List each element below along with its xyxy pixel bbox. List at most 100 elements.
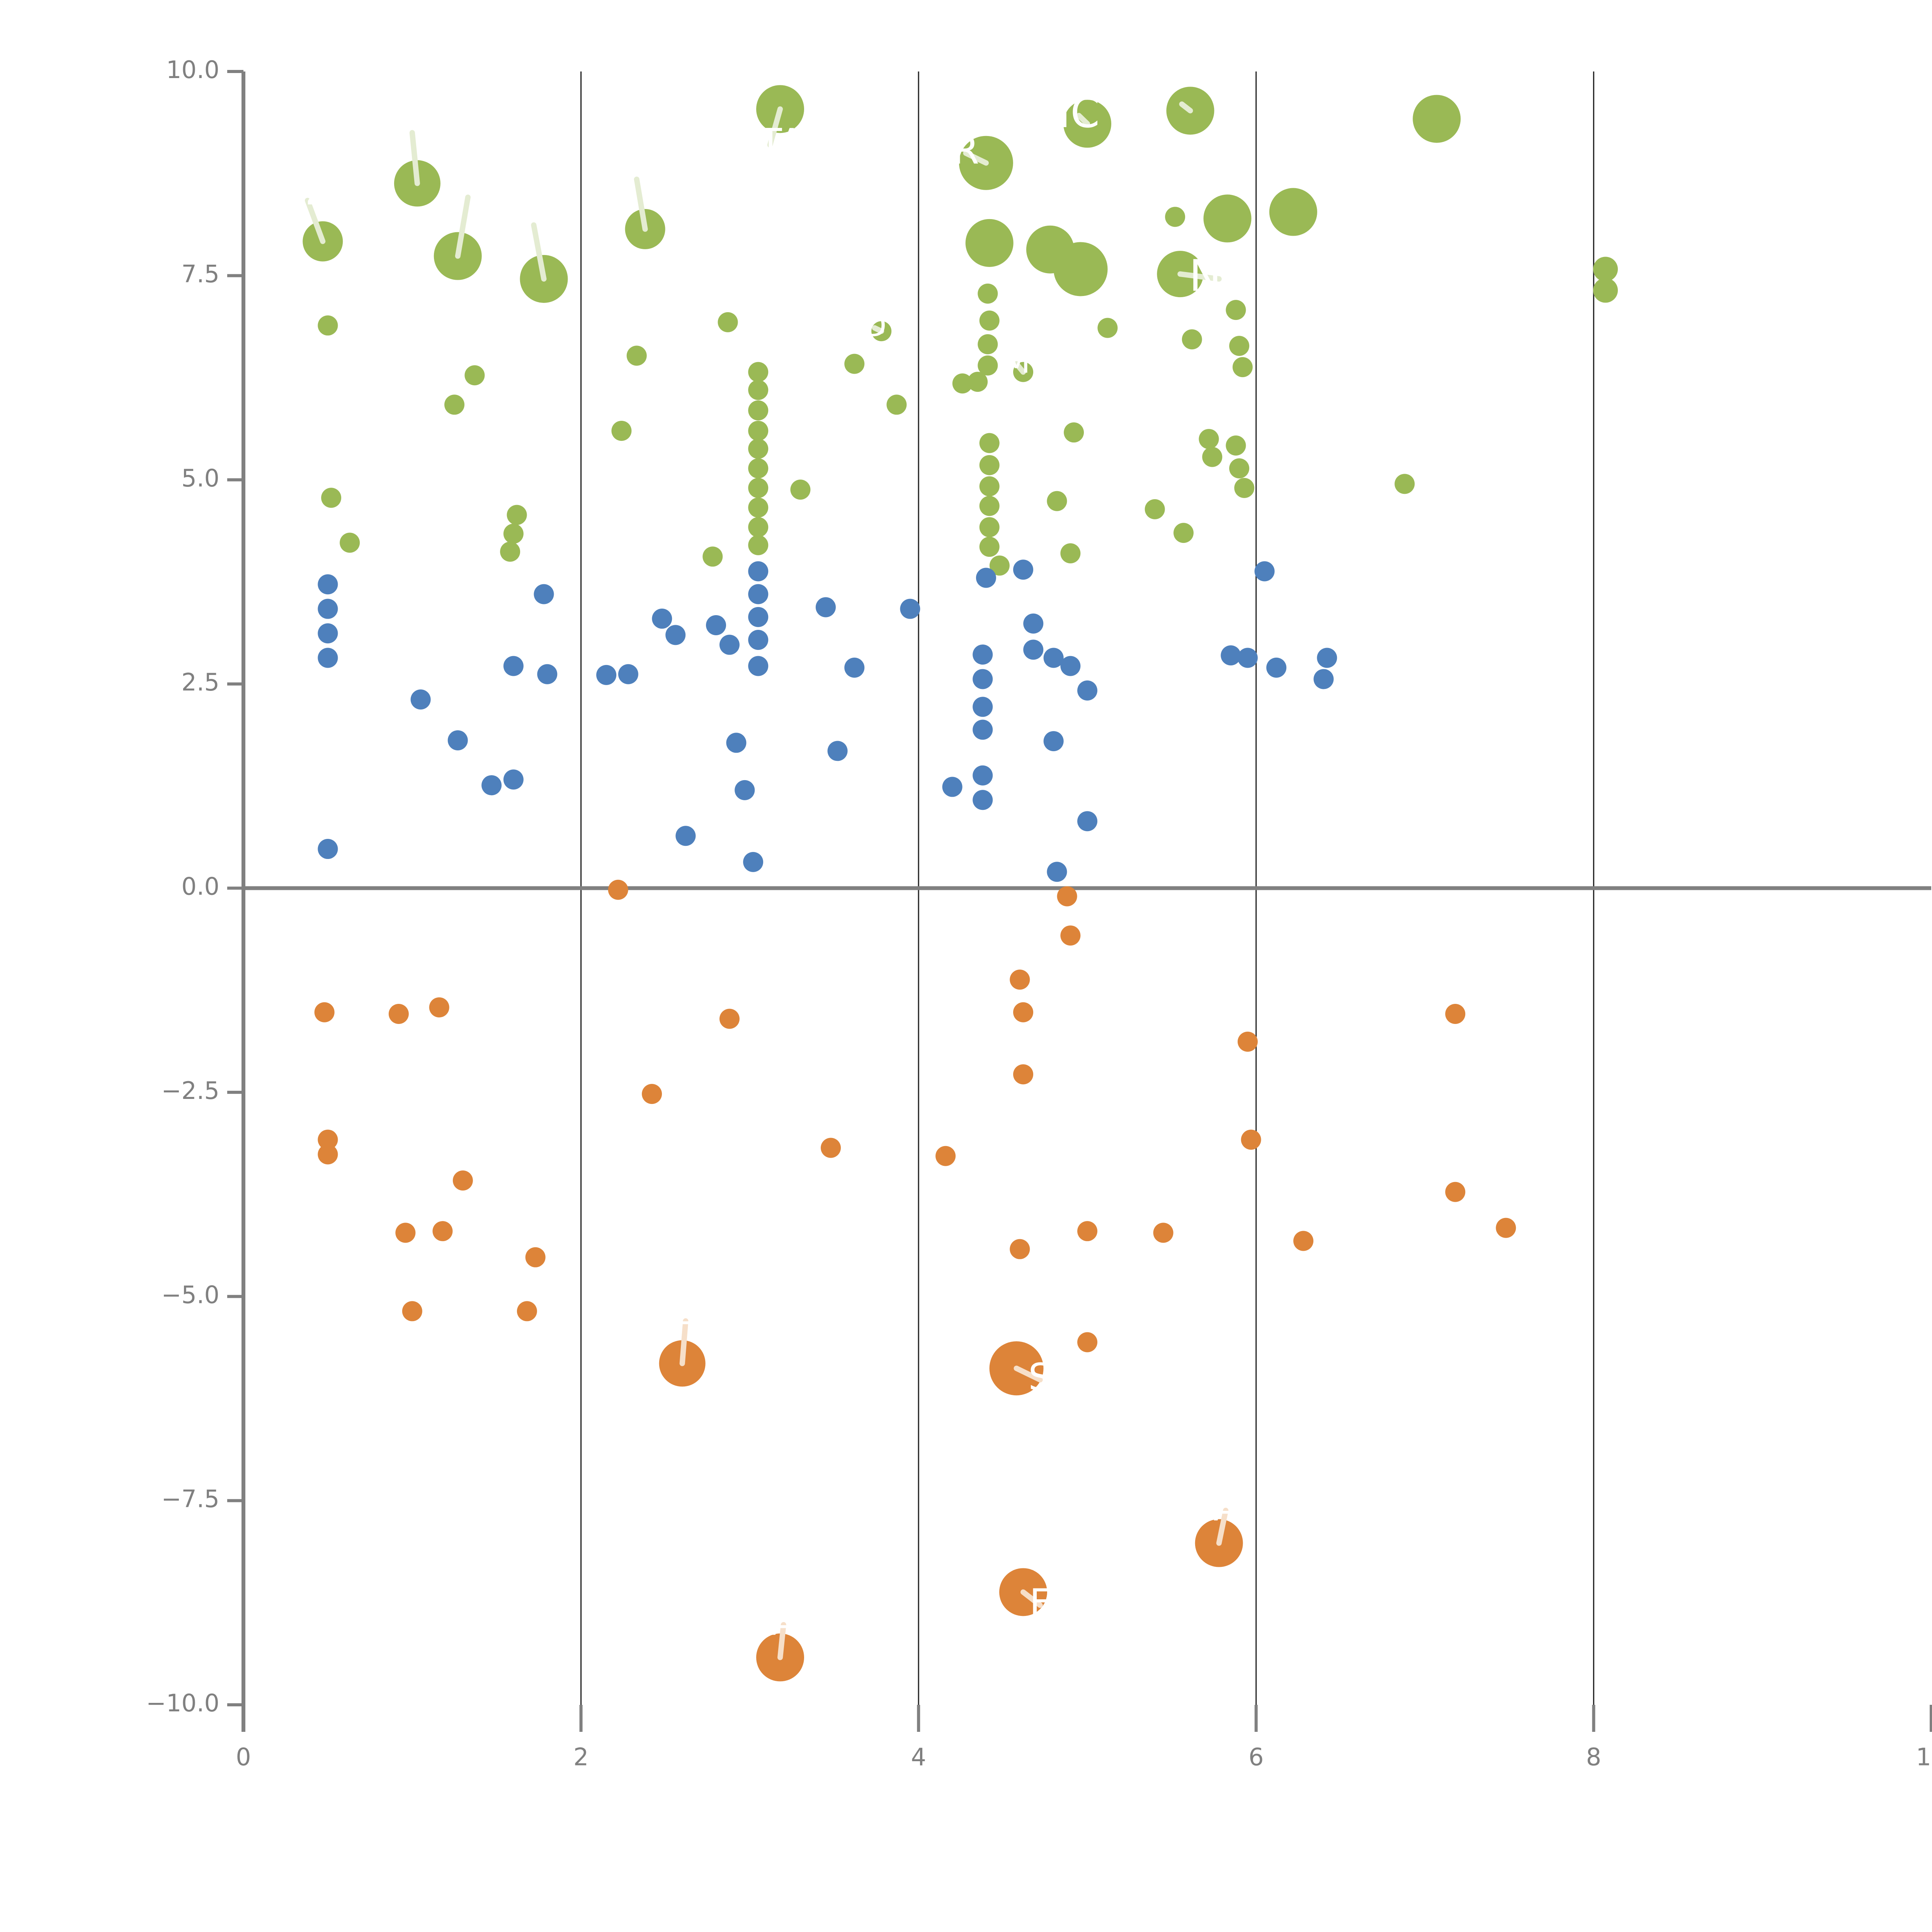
data-point-green[interactable] xyxy=(1593,257,1618,282)
data-point-orange[interactable] xyxy=(1445,1003,1466,1024)
data-point-green[interactable] xyxy=(1060,543,1081,563)
data-point-green[interactable] xyxy=(979,476,1000,497)
data-point-blue[interactable] xyxy=(318,648,338,668)
data-point-green[interactable] xyxy=(790,480,811,500)
data-point-blue[interactable] xyxy=(973,669,993,689)
data-point-blue[interactable] xyxy=(1023,613,1044,634)
data-point-green[interactable] xyxy=(1064,422,1084,443)
data-point-blue[interactable] xyxy=(318,839,338,859)
data-point-green[interactable] xyxy=(503,524,524,544)
data-point-green[interactable] xyxy=(1202,447,1223,467)
data-point-orange[interactable] xyxy=(318,1144,338,1165)
data-point-blue[interactable] xyxy=(481,775,502,796)
data-point-blue[interactable] xyxy=(534,584,554,604)
data-point-blue[interactable] xyxy=(748,629,769,650)
data-point-orange[interactable] xyxy=(1010,969,1030,990)
data-point-blue[interactable] xyxy=(447,730,468,750)
data-point-green[interactable] xyxy=(1413,95,1461,143)
data-point-blue[interactable] xyxy=(410,689,431,710)
data-point-blue[interactable] xyxy=(1060,656,1081,676)
data-point-blue[interactable] xyxy=(1237,648,1258,668)
data-point-blue[interactable] xyxy=(318,599,338,619)
data-point-blue[interactable] xyxy=(675,826,696,846)
data-point-green[interactable] xyxy=(444,395,464,415)
data-point-green[interactable] xyxy=(748,497,769,518)
data-point-green[interactable] xyxy=(1203,194,1252,243)
data-point-orange[interactable] xyxy=(432,1221,453,1242)
data-point-green[interactable] xyxy=(1182,329,1202,350)
data-point-blue[interactable] xyxy=(844,657,865,678)
data-point-blue[interactable] xyxy=(748,561,769,582)
data-point-green[interactable] xyxy=(748,535,769,555)
data-point-blue[interactable] xyxy=(652,609,672,629)
data-point-green[interactable] xyxy=(1173,523,1194,543)
data-point-orange[interactable] xyxy=(1060,925,1081,946)
data-point-orange[interactable] xyxy=(314,1002,335,1022)
data-point-orange[interactable] xyxy=(642,1084,662,1104)
data-point-green[interactable] xyxy=(979,433,1000,453)
data-point-blue[interactable] xyxy=(1254,561,1275,582)
data-point-green[interactable] xyxy=(507,505,527,525)
data-point-green[interactable] xyxy=(464,365,485,386)
data-point-orange[interactable] xyxy=(608,879,628,900)
data-point-blue[interactable] xyxy=(815,597,836,617)
data-point-green[interactable] xyxy=(718,312,738,332)
data-point-blue[interactable] xyxy=(1317,648,1337,668)
data-point-green[interactable] xyxy=(1229,458,1250,479)
data-point-green[interactable] xyxy=(626,345,647,366)
data-point-orange[interactable] xyxy=(1010,1239,1030,1259)
data-point-orange[interactable] xyxy=(1496,1218,1516,1238)
data-point-orange[interactable] xyxy=(402,1301,422,1321)
data-point-blue[interactable] xyxy=(973,790,993,810)
data-point-orange[interactable] xyxy=(388,1003,409,1024)
data-point-orange[interactable] xyxy=(1077,1332,1097,1352)
data-point-blue[interactable] xyxy=(719,634,740,655)
data-point-green[interactable] xyxy=(965,219,1014,267)
data-point-orange[interactable] xyxy=(429,997,449,1018)
data-point-orange[interactable] xyxy=(1013,1002,1034,1022)
data-point-blue[interactable] xyxy=(748,584,769,604)
data-point-green[interactable] xyxy=(1047,491,1067,511)
data-point-blue[interactable] xyxy=(1013,560,1034,580)
data-point-orange[interactable] xyxy=(452,1170,473,1191)
data-point-orange[interactable] xyxy=(1077,1221,1097,1242)
data-point-green[interactable] xyxy=(978,334,998,354)
data-point-blue[interactable] xyxy=(1043,648,1064,668)
data-point-green[interactable] xyxy=(978,283,998,304)
data-point-blue[interactable] xyxy=(1266,657,1287,678)
data-point-green[interactable] xyxy=(1232,357,1253,378)
data-point-orange[interactable] xyxy=(517,1301,537,1321)
data-point-blue[interactable] xyxy=(1077,811,1097,832)
data-point-green[interactable] xyxy=(1053,242,1108,296)
data-point-green[interactable] xyxy=(748,458,769,479)
data-point-blue[interactable] xyxy=(318,574,338,595)
data-point-blue[interactable] xyxy=(1047,862,1067,882)
data-point-blue[interactable] xyxy=(973,719,993,740)
data-point-orange[interactable] xyxy=(935,1146,956,1166)
data-point-green[interactable] xyxy=(318,315,338,336)
data-point-green[interactable] xyxy=(1145,499,1165,519)
data-point-green[interactable] xyxy=(1395,474,1415,494)
data-point-green[interactable] xyxy=(321,488,342,508)
data-point-blue[interactable] xyxy=(827,741,848,761)
data-point-orange[interactable] xyxy=(1445,1182,1466,1202)
data-point-green[interactable] xyxy=(979,310,1000,331)
data-point-green[interactable] xyxy=(979,455,1000,475)
data-point-green[interactable] xyxy=(748,420,769,441)
data-point-orange[interactable] xyxy=(1237,1031,1258,1052)
data-point-green[interactable] xyxy=(844,354,865,374)
data-point-blue[interactable] xyxy=(537,664,558,684)
data-point-orange[interactable] xyxy=(719,1009,740,1029)
data-point-blue[interactable] xyxy=(743,852,764,872)
data-point-green[interactable] xyxy=(748,439,769,459)
data-point-green[interactable] xyxy=(979,537,1000,557)
data-point-green[interactable] xyxy=(968,372,988,392)
data-point-green[interactable] xyxy=(1593,278,1618,303)
data-point-blue[interactable] xyxy=(942,777,963,797)
data-point-green[interactable] xyxy=(1234,478,1255,498)
data-point-green[interactable] xyxy=(1165,207,1185,227)
data-point-green[interactable] xyxy=(340,532,360,553)
data-point-green[interactable] xyxy=(1097,318,1118,338)
data-point-green[interactable] xyxy=(702,546,723,567)
data-point-green[interactable] xyxy=(1226,435,1246,456)
